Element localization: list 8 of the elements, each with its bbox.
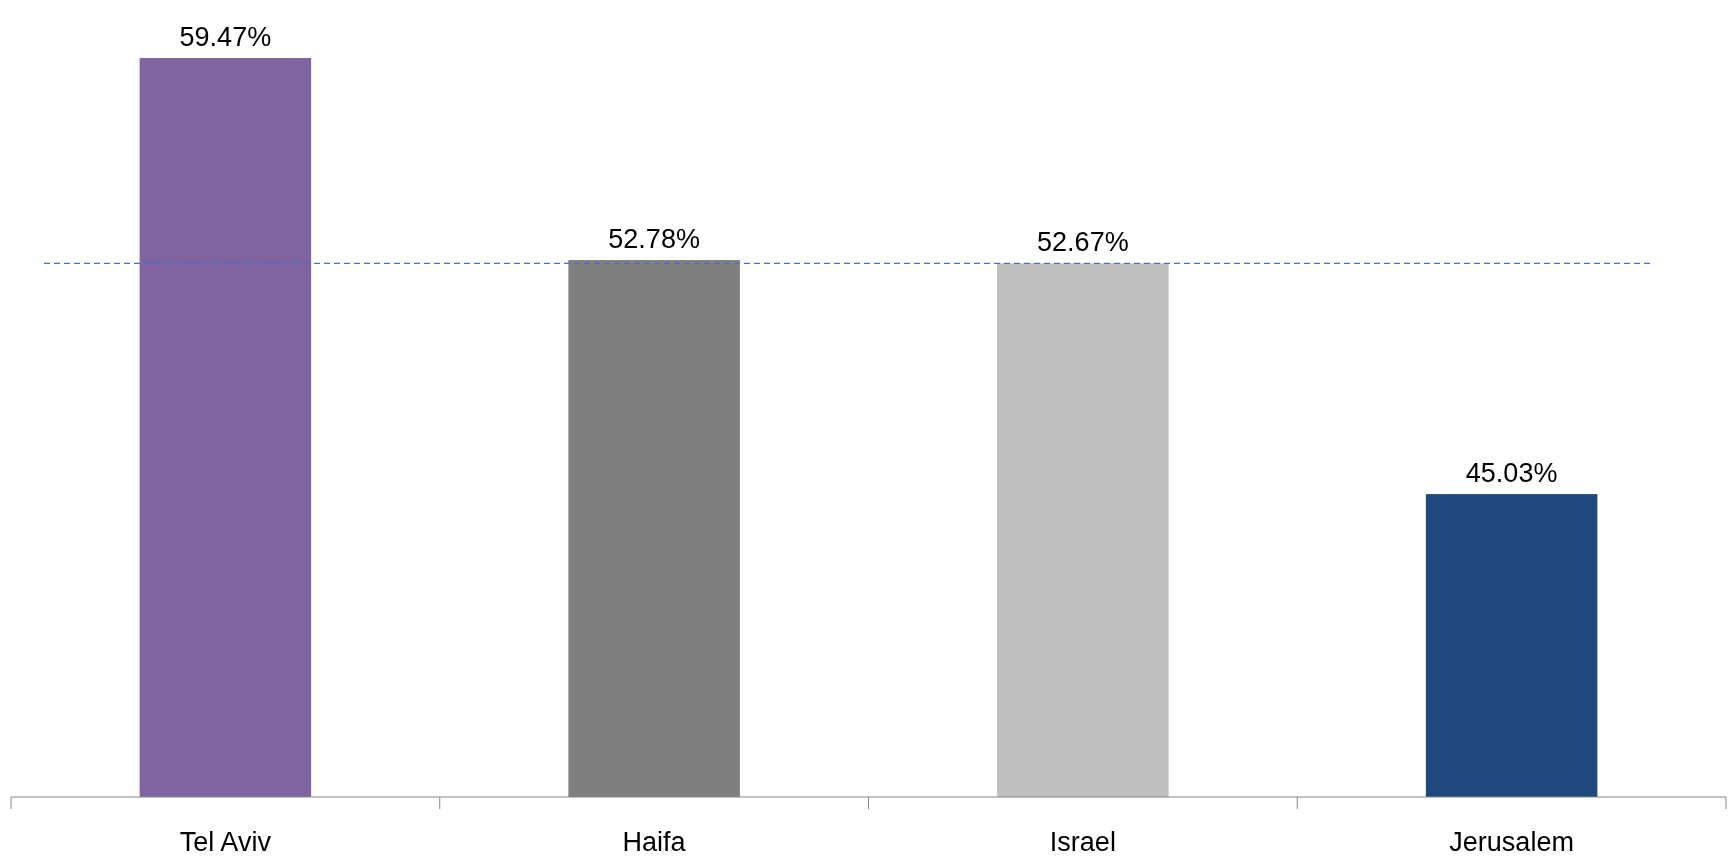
data-label: 59.47% <box>179 22 272 52</box>
x-tick-label: Tel Aviv <box>179 827 272 857</box>
data-label: 52.67% <box>1037 227 1129 258</box>
data-label: 52.78% <box>608 224 700 255</box>
data-label: 45.03% <box>1465 458 1558 489</box>
x-tick-label: Israel <box>1049 827 1116 857</box>
x-tick-label: Haifa <box>622 827 687 857</box>
x-tick-label: Jerusalem <box>1449 827 1574 857</box>
